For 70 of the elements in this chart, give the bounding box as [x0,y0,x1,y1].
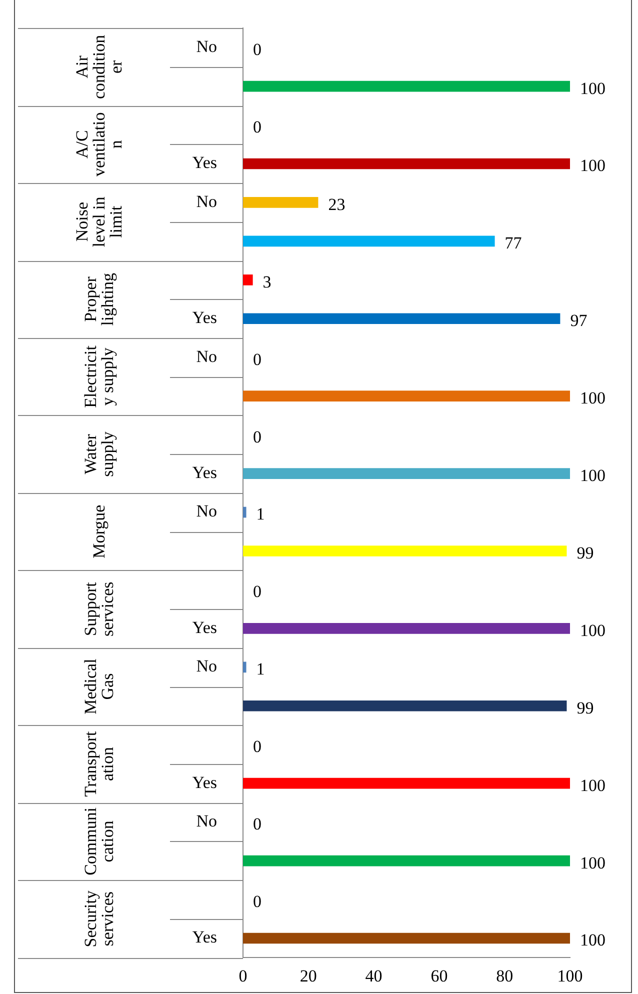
data-label: 97 [570,311,588,330]
data-label: 0 [253,582,262,602]
data-label: 100 [580,78,606,98]
data-label: 0 [253,737,262,756]
bar [243,546,567,556]
bar [243,700,567,712]
data-label: 99 [576,543,594,562]
text: Air conditioner [72,34,126,100]
x-tick-label: 0 [238,966,248,986]
y-tick-label: Yes [192,463,217,482]
x-tick-label: 60 [430,966,448,986]
text: Security services [80,890,117,948]
data-label: 0 [253,427,262,446]
bar [243,506,246,518]
text: Communication [80,807,117,876]
y-tick-label: No [196,346,217,366]
bar [243,623,570,634]
text: Water supply [80,431,117,477]
x-tick-label: 40 [365,966,382,986]
bar [243,274,253,286]
bar [243,778,570,789]
text: Morgue [89,504,108,558]
y-tick-label: Yes [192,308,217,328]
data-label: 100 [580,466,606,486]
y-tick-label: No [196,502,217,521]
y-tick-label: No [196,812,217,831]
bar [243,80,570,92]
y-tick-label: Yes [192,772,217,792]
y-tick-label: Yes [192,618,217,637]
bar [243,468,570,479]
data-label: 0 [253,40,262,60]
bar [243,932,570,944]
bar [243,855,570,866]
bar [243,390,570,402]
data-label: 100 [580,620,606,640]
text: A/C ventilation [72,112,126,176]
data-label: 0 [253,350,262,369]
data-label: 100 [580,776,606,795]
data-label: 0 [253,117,262,136]
x-tick-label: 80 [496,966,514,986]
data-label: 100 [580,388,606,408]
text: Transportation [80,730,117,797]
bar [243,662,246,673]
data-label: 100 [580,853,606,872]
data-label: 100 [580,156,606,176]
bar [243,313,560,324]
data-label: 1 [256,504,265,524]
y-tick-label: No [196,192,217,211]
x-tick-label: 100 [557,966,583,986]
data-label: 0 [253,814,262,834]
data-label: 1 [256,660,265,679]
data-label: 100 [580,930,606,950]
data-label: 0 [253,892,262,911]
y-tick-label: Yes [192,928,217,947]
data-label: 77 [504,234,522,253]
y-tick-label: No [196,656,217,676]
text: Support services [80,582,117,636]
text: Proper lighting [80,272,117,326]
data-label: 99 [576,698,594,718]
text: Noise level in limit [72,196,126,248]
y-tick-label: Yes [192,153,217,172]
data-label: 3 [262,272,272,292]
y-tick-label: No [196,37,217,56]
text: Medical Gas [80,658,117,714]
bar [243,158,570,170]
bar [243,236,495,247]
text: Electricity supply [80,345,117,408]
x-tick-label: 20 [300,966,317,986]
bar [243,197,318,208]
data-label: 23 [328,194,346,214]
